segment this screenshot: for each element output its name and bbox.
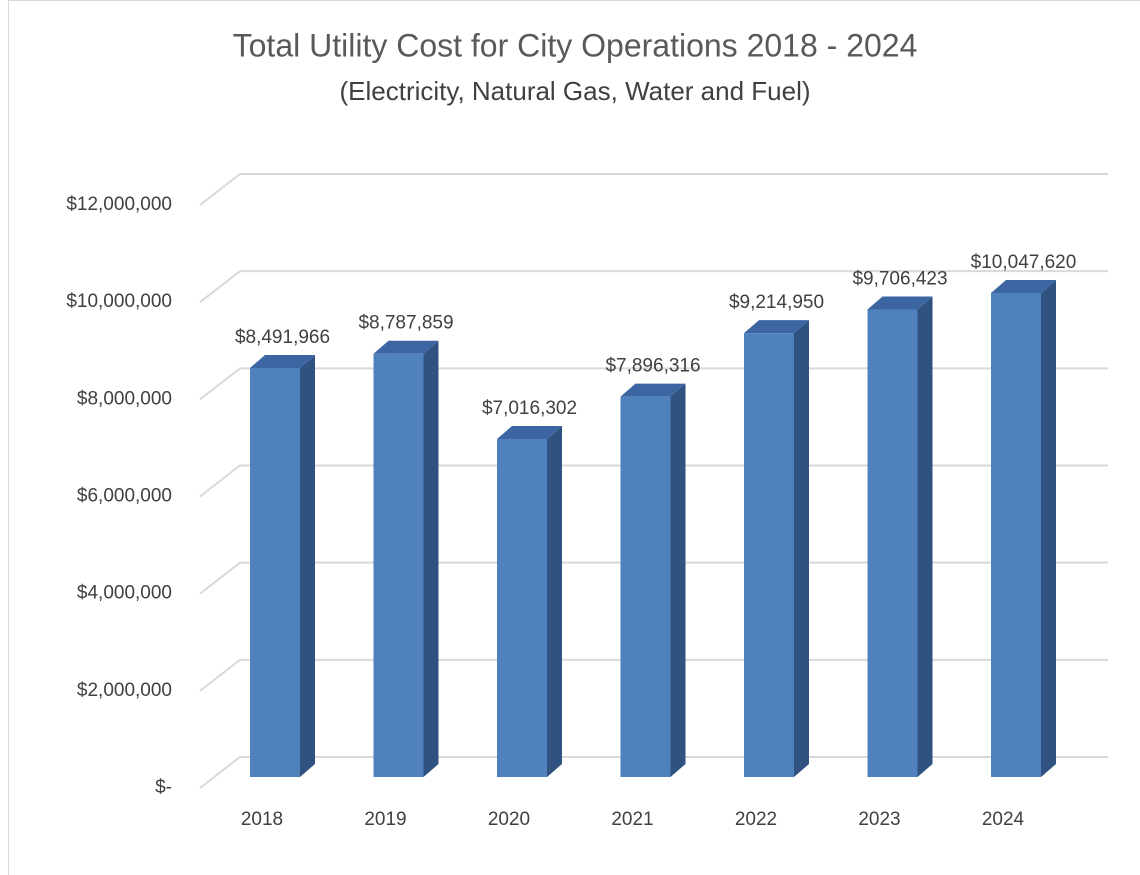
y-tick-label: $- (155, 777, 172, 798)
bar-front (991, 293, 1041, 777)
x-tick-label: 2024 (982, 809, 1025, 830)
y-tick-label: $8,000,000 (77, 388, 172, 409)
value-label: $8,787,859 (358, 313, 453, 334)
bar-top (867, 296, 933, 310)
bar-side (794, 320, 809, 777)
value-label: $10,047,620 (971, 252, 1077, 273)
bar-top (250, 354, 315, 368)
bar-side (300, 354, 315, 777)
bar-front (250, 367, 300, 777)
bar-side (547, 426, 562, 777)
bar-side (1041, 280, 1056, 777)
x-tick-label: 2020 (488, 809, 530, 830)
grid-line (199, 756, 1108, 789)
bar (373, 340, 439, 777)
chart-title: Total Utility Cost for City Operations 2… (233, 27, 918, 63)
bar-front (867, 309, 918, 777)
value-label: $9,706,423 (852, 268, 947, 289)
chart-subtitle: (Electricity, Natural Gas, Water and Fue… (339, 76, 810, 106)
grid-line (199, 561, 1108, 595)
y-tick-label: $6,000,000 (77, 486, 172, 507)
bar-side (917, 296, 933, 777)
bar-front (620, 396, 671, 777)
y-tick-label: $10,000,000 (66, 291, 172, 312)
value-label: $8,491,966 (235, 327, 330, 348)
chart-border (8, 0, 1140, 875)
bar-top (497, 426, 562, 440)
grid-line (199, 270, 1108, 303)
y-tick-label: $2,000,000 (77, 680, 172, 701)
grid-line (199, 367, 1108, 401)
bar-side (670, 383, 686, 777)
value-label: $7,896,316 (605, 356, 700, 377)
bar-top (620, 383, 686, 397)
x-tick-label: 2021 (611, 809, 653, 830)
grid-line (199, 173, 1108, 206)
bar (250, 354, 315, 777)
grid-line (199, 464, 1108, 498)
bar (620, 383, 686, 777)
bar-front (744, 333, 794, 777)
bar-top (991, 280, 1056, 294)
value-label: $7,016,302 (482, 398, 577, 419)
bar-top (744, 320, 809, 334)
grid-line (199, 658, 1108, 692)
bar-top (373, 340, 439, 354)
bar-side (423, 340, 439, 777)
bar (744, 320, 809, 777)
bar (991, 280, 1056, 777)
bar-front (373, 353, 424, 777)
x-tick-label: 2019 (364, 809, 406, 830)
x-tick-label: 2023 (858, 809, 900, 830)
value-label: $9,214,950 (729, 292, 824, 313)
bar (497, 426, 562, 777)
y-tick-label: $4,000,000 (77, 583, 172, 604)
x-tick-label: 2018 (241, 809, 283, 830)
y-tick-label: $12,000,000 (66, 194, 172, 215)
bar (867, 296, 933, 777)
x-tick-label: 2022 (735, 809, 777, 830)
bar-front (497, 439, 547, 777)
